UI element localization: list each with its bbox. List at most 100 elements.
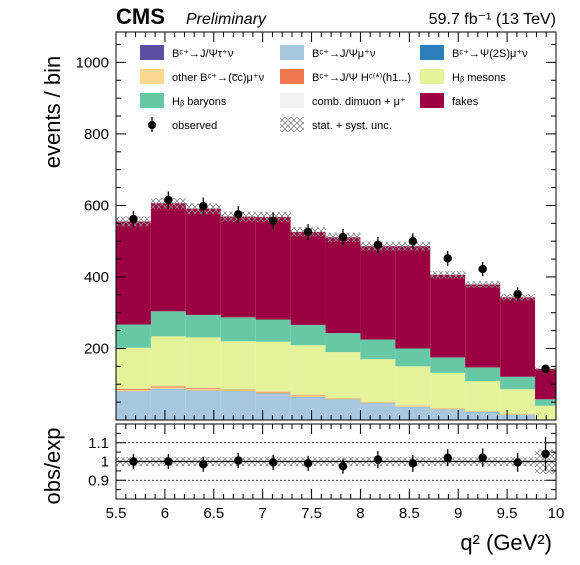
bar-series8-bin1 [151,203,186,311]
ratio-point-bin10 [478,454,486,462]
bar-series5-bin11 [500,389,535,414]
bar-series8-bin0 [116,222,151,325]
bar-series3-bin4 [256,392,291,393]
bar-series4-bin0 [116,389,151,390]
legend-swatch [140,93,164,108]
bar-series3-bin6 [326,399,361,400]
bar-series8-bin8 [395,246,430,348]
bar-series8-bin2 [186,209,221,315]
legend-swatch [420,93,444,108]
y-tick-label: 400 [84,269,109,286]
bar-series4-bin2 [186,388,221,389]
x-tick-label: 7.5 [301,505,322,522]
ratio-y-axis-title: obs/exp [40,427,65,504]
bar-series3-bin7 [360,402,395,403]
bar-series8-bin6 [326,237,361,333]
ratio-point-bin5 [304,459,312,467]
observed-point-bin1 [164,196,172,204]
y-axis-title: events / bin [40,56,65,169]
legend-label: comb. dimuon + μ⁺ [312,96,406,108]
bar-series4-bin5 [291,395,326,396]
legend-swatch [420,69,444,84]
observed-point-bin5 [304,228,312,236]
luminosity-label: 59.7 fb⁻¹ (13 TeV) [429,11,556,28]
uncertainty-band-bin9 [430,271,465,278]
ratio-y-tick-label: 1.1 [88,435,109,452]
bar-series5-bin7 [360,359,395,402]
uncertainty-band-bin10 [465,281,500,288]
observed-point-bin7 [374,241,382,249]
bar-series6-bin3 [221,317,256,341]
bar-series3-bin0 [116,390,151,391]
bar-series1-bin3 [221,392,256,420]
bar-series6-bin9 [430,357,465,372]
bar-series3-bin5 [291,396,326,397]
ratio-point-bin11 [513,458,521,466]
status-label: Preliminary [186,11,267,28]
ratio-y-tick-label: 1 [101,454,109,471]
bar-series6-bin1 [151,311,186,336]
bar-series3-bin3 [221,390,256,391]
observed-point-bin12 [541,365,549,373]
ratio-point-bin0 [129,457,137,465]
bar-series5-bin0 [116,348,151,389]
bar-series6-bin0 [116,325,151,348]
y-tick-label: 1000 [76,54,109,71]
bar-series8-bin5 [291,232,326,325]
y-tick-label: 600 [84,197,109,214]
bar-series8-bin9 [430,275,465,358]
bar-series5-bin1 [151,336,186,386]
bar-series1-bin5 [291,397,326,419]
bar-series8-bin7 [360,246,395,339]
observed-point-bin4 [269,217,277,225]
y-tick-label: 800 [84,126,109,143]
legend-swatch [280,69,304,84]
observed-point-bin9 [444,254,452,262]
legend-swatch [420,45,444,60]
legend-marker [148,121,156,129]
x-tick-label: 7 [258,505,266,522]
observed-point-bin6 [339,233,347,241]
x-tick-label: 10 [548,505,565,522]
bar-series5-bin6 [326,352,361,398]
bar-series5-bin10 [465,381,500,411]
bar-series5-bin4 [256,342,291,392]
bar-series1-bin2 [186,391,221,420]
x-tick-label: 8.5 [399,505,420,522]
bar-series5-bin8 [395,366,430,405]
ratio-reference-lines [116,443,556,481]
bar-series6-bin8 [395,348,430,366]
bar-series1-bin9 [430,410,465,420]
bar-series1-bin10 [465,412,500,419]
legend-swatch [140,69,164,84]
y-tick-label: 200 [84,340,109,357]
bar-series6-bin5 [291,325,326,345]
legend-label: stat. + syst. unc. [312,120,392,132]
bar-series8-bin10 [465,284,500,367]
bar-series5-bin12 [535,406,556,420]
bar-series3-bin2 [186,389,221,390]
bar-series8-bin3 [221,217,256,318]
bar-series1-bin4 [256,394,291,420]
observed-point-bin8 [409,237,417,245]
bar-series4-bin3 [221,390,256,391]
bar-series1-bin8 [395,407,430,420]
bar-series1-bin1 [151,389,186,419]
legend-label: Bᶜ⁺→J/Ψμ⁺ν [312,48,376,60]
legend-hatch-swatch [280,117,304,132]
legend-swatch [280,45,304,60]
ratio-point-bin4 [269,458,277,466]
bar-series5-bin9 [430,373,465,409]
x-tick-label: 9.5 [497,505,518,522]
x-tick-label: 5.5 [106,505,127,522]
bar-series3-bin8 [395,406,430,407]
bar-series8-bin11 [500,297,535,376]
legend-label: Bᶜ⁺→J/Ψτ⁺ν [172,48,234,60]
bar-series6-bin11 [500,377,535,390]
legend-label: Hᵦ mesons [452,72,506,84]
bar-series5-bin3 [221,341,256,389]
